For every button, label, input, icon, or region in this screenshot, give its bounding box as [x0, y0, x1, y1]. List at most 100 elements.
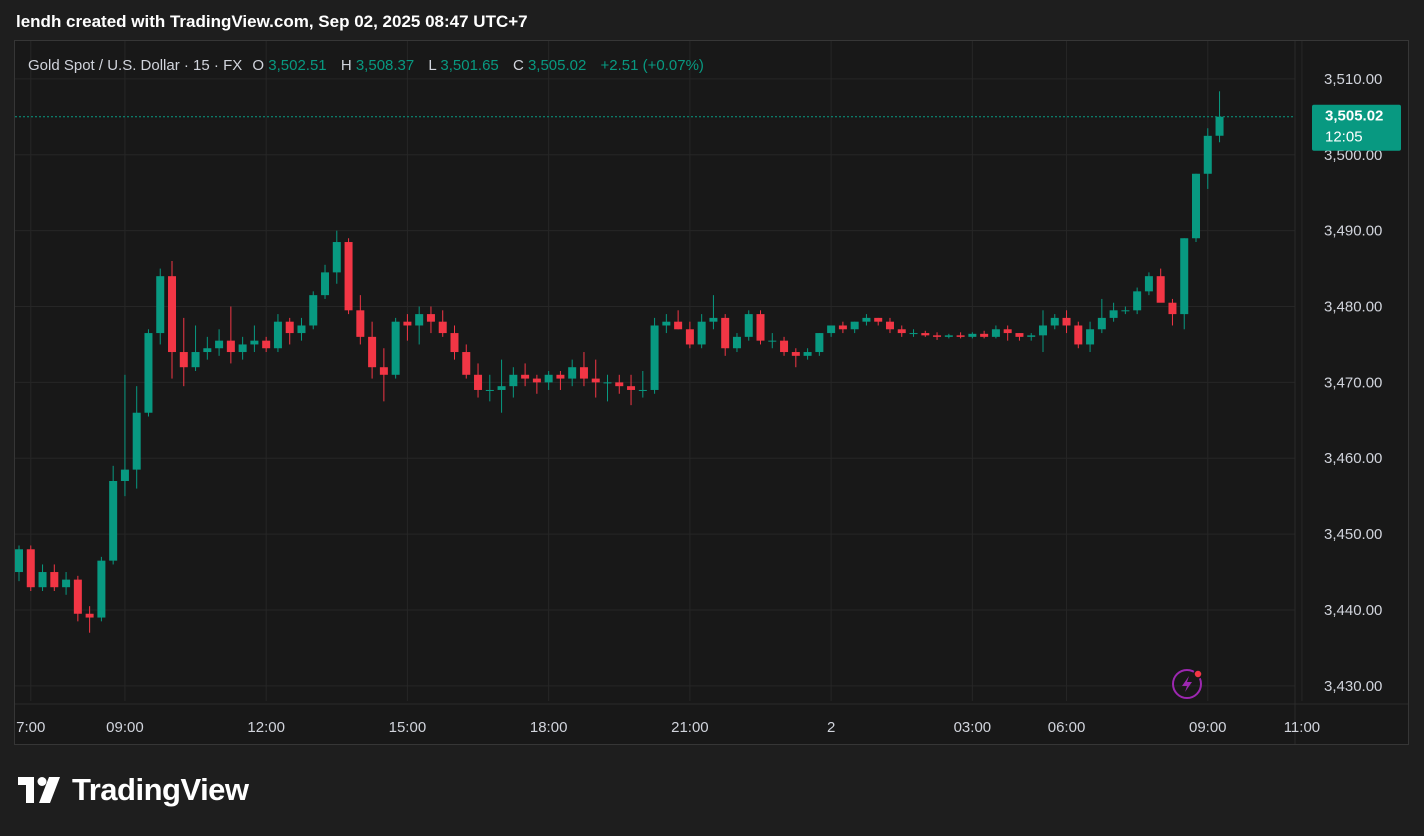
- candle: [1144, 272, 1153, 296]
- candles-layer: [15, 91, 1224, 633]
- candle: [415, 306, 424, 345]
- candle: [815, 333, 824, 356]
- candle-body: [721, 317, 730, 349]
- candle: [73, 575, 82, 622]
- x-tick-label: 2: [827, 719, 835, 736]
- candle-body: [815, 333, 824, 353]
- candle-body: [120, 469, 129, 481]
- candle: [732, 333, 741, 353]
- candle-body: [50, 572, 59, 588]
- candle-body: [874, 317, 883, 322]
- candle-body: [1086, 329, 1095, 345]
- legend-open: 3,502.51: [268, 57, 326, 74]
- legend-change: +2.51 (+0.07%): [601, 57, 704, 74]
- candle: [474, 363, 483, 398]
- candle-body: [579, 367, 588, 379]
- lightning-bolt-icon[interactable]: [1172, 669, 1203, 699]
- candle-body: [732, 336, 741, 349]
- candle-body: [215, 340, 224, 349]
- y-tick-label: 3,470.00: [1324, 374, 1382, 391]
- candle-body: [344, 242, 353, 311]
- candle: [532, 374, 541, 394]
- candle: [1062, 310, 1071, 334]
- candle-body: [332, 242, 341, 273]
- candle-body: [850, 321, 859, 330]
- candle: [615, 374, 624, 394]
- x-tick-label: 12:00: [247, 719, 285, 736]
- candle: [944, 333, 953, 339]
- candle-body: [980, 333, 989, 337]
- candle: [1074, 321, 1083, 349]
- candle: [238, 336, 247, 360]
- x-tick-label: 7:00: [16, 719, 45, 736]
- candle-body: [897, 329, 906, 334]
- candle: [1133, 287, 1142, 315]
- candle-body: [1133, 291, 1142, 311]
- candle-body: [968, 333, 977, 337]
- candle-body: [15, 549, 23, 573]
- x-tick-label: 15:00: [389, 719, 427, 736]
- candle: [1156, 268, 1165, 303]
- header-credit: lendh created with TradingView.com, Sep …: [16, 12, 528, 31]
- candle-body: [109, 481, 118, 561]
- candle: [591, 359, 600, 398]
- legend-low-label: L: [428, 57, 436, 74]
- candle: [156, 268, 165, 345]
- candle: [226, 306, 235, 364]
- candle-body: [321, 272, 330, 296]
- x-tick-label: 09:00: [106, 719, 144, 736]
- candle-body: [909, 333, 918, 335]
- legend-symbol: Gold Spot / U.S. Dollar · 15 · FX: [28, 57, 242, 74]
- candle: [144, 329, 153, 417]
- candlestick-chart[interactable]: 3,430.00 3,440.00 3,450.00 3,460.00 3,470.00…: [15, 41, 1408, 744]
- candle: [120, 374, 129, 497]
- candle: [1203, 128, 1212, 189]
- y-tick-label: 3,450.00: [1324, 526, 1382, 543]
- candle-body: [1050, 317, 1059, 326]
- candle: [862, 314, 871, 326]
- chart-frame[interactable]: 3,430.00 3,440.00 3,450.00 3,460.00 3,470.00…: [14, 40, 1409, 745]
- svg-text:Gold Spot / U.S. Dollar · 15 ·: Gold Spot / U.S. Dollar · 15 · FX O 3,50…: [28, 57, 704, 74]
- candle-body: [485, 389, 494, 391]
- candle-body: [1144, 276, 1153, 292]
- candle: [780, 336, 789, 356]
- legend-high: 3,508.37: [356, 57, 414, 74]
- candle-body: [803, 352, 812, 356]
- candle: [15, 545, 23, 582]
- candle-body: [991, 329, 1000, 337]
- candle-body: [203, 348, 212, 353]
- candle-body: [497, 386, 506, 390]
- y-axis: 3,430.00 3,440.00 3,450.00 3,460.00 3,470.00…: [1324, 71, 1382, 695]
- candle: [250, 325, 259, 353]
- candle-body: [662, 321, 671, 326]
- candle: [721, 314, 730, 356]
- candle-body: [1192, 173, 1200, 239]
- candle: [568, 359, 577, 387]
- candle-body: [944, 335, 953, 337]
- candle-body: [638, 389, 647, 391]
- candle: [391, 317, 400, 379]
- candle-body: [309, 295, 318, 326]
- candle-body: [509, 374, 518, 387]
- price-badge-countdown: 12:05: [1325, 129, 1363, 146]
- brand-name: TradingView: [72, 772, 249, 807]
- candle: [885, 317, 894, 334]
- tradingview-logo-icon: [18, 777, 60, 803]
- candle-body: [744, 314, 753, 337]
- candle-body: [791, 352, 800, 356]
- candle-body: [603, 382, 612, 384]
- candle: [1215, 91, 1224, 143]
- candle-body: [674, 321, 683, 330]
- x-tick-label: 18:00: [530, 719, 568, 736]
- candle: [215, 329, 224, 356]
- price-badge: 3,505.02 12:05: [1312, 104, 1401, 151]
- candle: [321, 264, 330, 299]
- candle-body: [26, 549, 35, 588]
- candle: [450, 325, 459, 360]
- candle: [968, 332, 977, 339]
- legend-close: 3,505.02: [528, 57, 586, 74]
- candle: [991, 325, 1000, 339]
- candle: [497, 359, 506, 413]
- price-badge-price: 3,505.02: [1325, 108, 1383, 125]
- candle-body: [827, 325, 836, 334]
